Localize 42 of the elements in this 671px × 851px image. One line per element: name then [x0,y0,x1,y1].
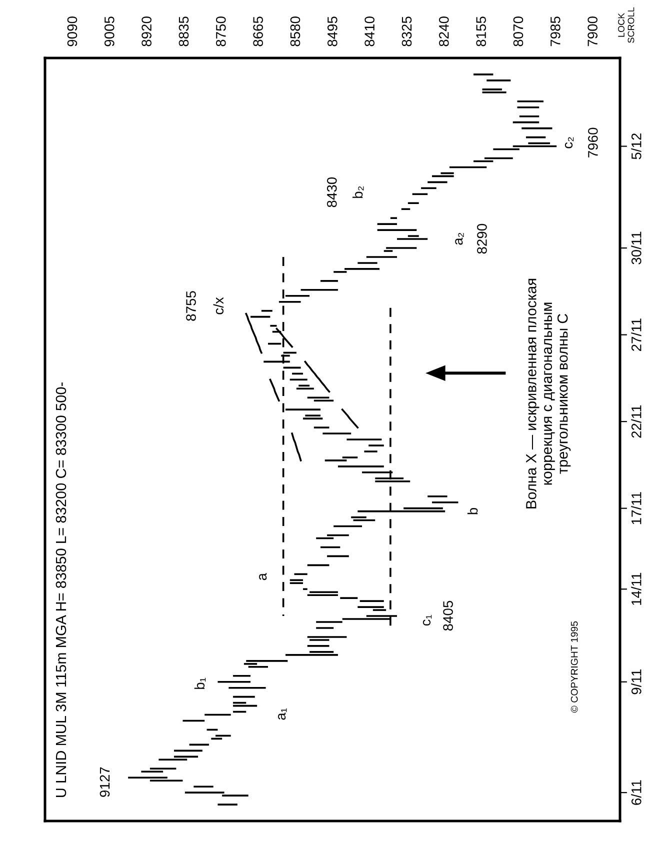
annotation: c/x [213,297,224,314]
annotation: © COPYRIGHT 1995 [570,621,578,713]
annotation: Волна X — искривленная плоская коррекция с диагональным треугольником волны C [526,278,571,508]
x-tick-label: 8835 [178,16,189,46]
annotation: b [467,508,478,514]
annotation: 8430 [326,177,337,208]
annotation: c₁ [422,614,432,626]
y-tick-label: 30/11 [631,232,642,264]
x-tick-label: 8495 [327,16,338,46]
x-tick-label: 8240 [438,16,449,46]
x-tick-label: 9005 [104,16,114,46]
annotation: b₁ [194,678,206,689]
y-tick-label: 27/11 [631,318,642,351]
x-tick-label: 7900 [588,16,598,46]
x-tick-label: 8665 [253,16,263,46]
x-tick-label: 8920 [142,16,152,46]
y-tick-label: 17/11 [631,492,642,524]
annotation: c₂ [564,137,574,148]
text: LOCK SCROLL [618,7,634,43]
x-tick-label: 8070 [513,16,524,46]
text: U LNID MUL 3M 115m MGA H= 83850 L= 83200 C= 83300 500- [56,382,66,797]
y-tick-label: 22/11 [631,405,642,438]
annotation: 8290 [477,224,487,254]
x-tick-label: 8580 [290,16,300,46]
y-tick-label: 6/11 [631,780,642,805]
annotation: 7960 [588,128,598,158]
y-tick-label: 5/12 [631,133,642,160]
y-tick-label: 14/11 [631,572,642,605]
annotation: 8755 [186,291,196,321]
x-tick-label: 7985 [550,16,560,46]
annotation: a₂ [455,232,464,245]
x-tick-label: 8750 [216,16,226,46]
x-tick-label: 9090 [67,16,78,46]
x-tick-label: 8155 [476,16,486,46]
y-tick-label: 9/11 [631,670,642,694]
annotation: a₁ [278,708,287,720]
x-tick-label: 8325 [402,16,412,46]
annotation: 9127 [100,767,110,797]
annotation: 8405 [443,600,453,631]
x-tick-label: 8410 [364,16,374,46]
annotation: b₂ [352,186,364,198]
annotation: a [259,572,267,580]
